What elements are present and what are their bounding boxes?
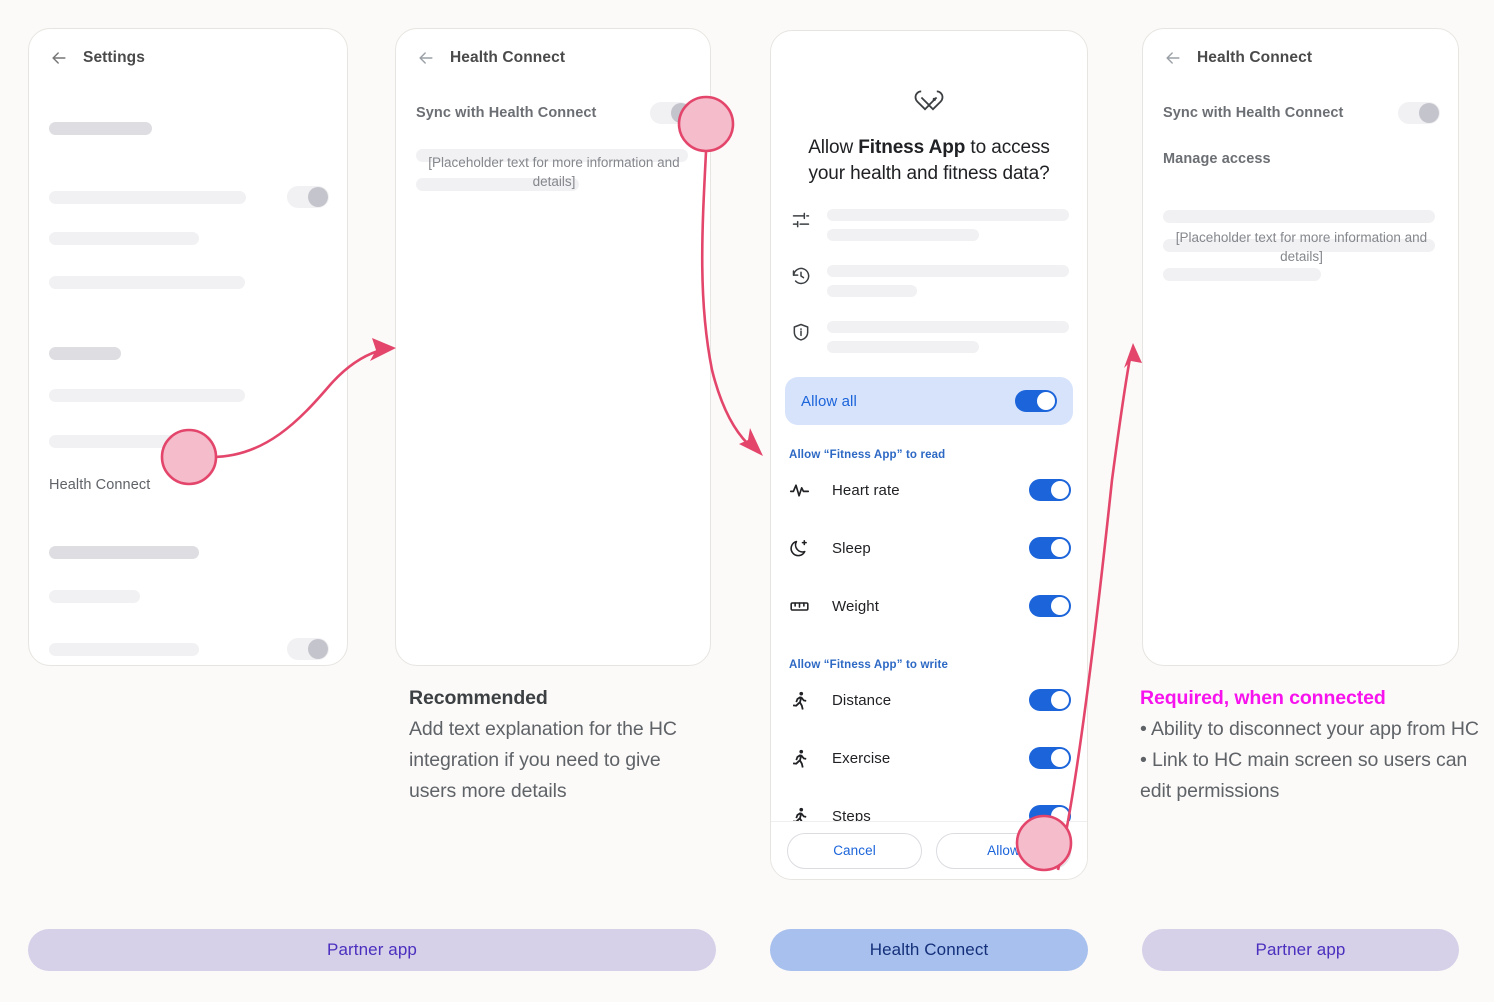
skeleton-bar [49, 546, 199, 559]
permission-toggle-exercise[interactable] [1029, 747, 1071, 769]
annotation-recommended-body: Add text explanation for the HC integrat… [409, 718, 677, 802]
skeleton-bar [416, 149, 688, 162]
skeleton-bar [49, 389, 245, 402]
read-section-heading: Allow “Fitness App” to read [789, 449, 946, 461]
skeleton-bar [416, 178, 579, 191]
tune-sliders-icon [792, 212, 810, 228]
permission-toggle-distance[interactable] [1029, 689, 1071, 711]
panel-hc-after: Health Connect Sync with Health Connect … [1142, 28, 1459, 666]
skeleton-bar [49, 347, 121, 360]
info-item [791, 209, 1069, 249]
hc-before-placeholder-note: [Placeholder text for more information a… [428, 155, 680, 189]
cancel-button[interactable]: Cancel [787, 832, 922, 869]
skeleton-bar [49, 276, 245, 289]
sync-toggle[interactable] [650, 102, 692, 124]
back-arrow-icon[interactable] [1163, 48, 1183, 68]
shield-info-icon [793, 323, 809, 341]
health-connect-heart-icon [914, 90, 944, 111]
skeleton-bar [49, 642, 199, 656]
heart-rate-icon [789, 483, 810, 497]
panel-hc-permission-dialog: Allow Fitness App to access your health … [770, 30, 1088, 880]
allow-all-toggle[interactable] [1015, 390, 1057, 412]
permission-row-distance[interactable]: Distance [789, 671, 1071, 729]
hc-after-placeholder-note: [Placeholder text for more information a… [1175, 230, 1428, 264]
annotation-required-heading: Required, when connected [1140, 687, 1386, 709]
sleep-moon-icon [790, 539, 807, 556]
history-clock-icon [792, 267, 810, 285]
hc-before-appbar: Health Connect [396, 29, 710, 66]
skeleton-bar [1163, 210, 1435, 223]
dialog-info-list [771, 209, 1087, 361]
skeleton-bar [827, 285, 917, 297]
hc-after-appbar: Health Connect [1143, 29, 1458, 66]
skeleton-bar [1163, 268, 1321, 281]
skeleton-bar [49, 232, 199, 245]
permission-label: Distance [832, 691, 892, 709]
settings-appbar: Settings [29, 29, 347, 66]
settings-item-health-connect-label: Health Connect [49, 477, 151, 493]
permission-toggle-heart-rate[interactable] [1029, 479, 1071, 501]
panel-settings: Settings Health Connect [28, 28, 348, 666]
skeleton-bar [49, 190, 246, 204]
permission-row-weight[interactable]: Weight [789, 577, 1071, 635]
skeleton-bar [49, 590, 140, 603]
sync-row-label: Sync with Health Connect [416, 105, 597, 121]
allow-all-label: Allow all [801, 392, 857, 410]
permission-row-sleep[interactable]: Sleep [789, 519, 1071, 577]
annotation-required: Required, when connected • Ability to di… [1140, 683, 1485, 807]
pill-partner-app-left: Partner app [28, 929, 716, 971]
skeleton-bar [1163, 239, 1435, 252]
permission-row-exercise[interactable]: Exercise [789, 729, 1071, 787]
settings-item-health-connect[interactable]: Health Connect [49, 477, 150, 493]
sync-row-label: Sync with Health Connect [1163, 105, 1344, 121]
pill-health-connect: Health Connect [770, 929, 1088, 971]
annotation-required-body: • Ability to disconnect your app from HC… [1140, 718, 1479, 802]
distance-runner-icon [792, 691, 807, 710]
skeleton-bar [49, 122, 152, 135]
skeleton-bar [827, 265, 1069, 277]
weight-scale-icon [790, 601, 809, 611]
skeleton-bar [827, 341, 980, 353]
manage-access-row[interactable]: Manage access [1163, 151, 1271, 167]
manage-access-label: Manage access [1163, 151, 1271, 167]
skeleton-bar [827, 321, 1069, 333]
sync-toggle[interactable] [1398, 102, 1440, 124]
settings-title: Settings [83, 49, 145, 66]
permission-toggle-weight[interactable] [1029, 595, 1071, 617]
permission-label: Sleep [832, 539, 871, 557]
permission-label: Weight [832, 597, 880, 615]
arrow-head-1 [370, 338, 396, 361]
panel-hc-before: Health Connect Sync with Health Connect … [395, 28, 711, 666]
info-item [791, 265, 1069, 305]
dialog-title-suffix: to access your health and fitness data? [808, 137, 1050, 184]
settings-toggle-1[interactable] [287, 186, 329, 208]
dialog-title: Allow Fitness App to access your health … [797, 135, 1061, 187]
back-arrow-icon[interactable] [416, 48, 436, 68]
exercise-runner-icon [792, 749, 807, 768]
permission-label: Exercise [832, 749, 891, 767]
hc-after-title: Health Connect [1197, 49, 1313, 66]
permission-toggle-sleep[interactable] [1029, 537, 1071, 559]
allow-button[interactable]: Allow [936, 832, 1071, 869]
permission-label: Heart rate [832, 481, 900, 499]
skeleton-bar [827, 229, 980, 241]
back-arrow-icon[interactable] [49, 48, 69, 68]
write-section-heading: Allow “Fitness App” to write [789, 659, 949, 671]
arrow-head-2 [739, 428, 763, 456]
allow-all-row[interactable]: Allow all [785, 377, 1073, 425]
settings-toggle-2[interactable] [287, 638, 329, 660]
dialog-title-app: Fitness App [858, 137, 966, 158]
dialog-action-bar: Cancel Allow [771, 821, 1087, 879]
permission-row-heart-rate[interactable]: Heart rate [789, 461, 1071, 519]
hc-before-title: Health Connect [450, 49, 566, 66]
annotation-recommended: Recommended Add text explanation for the… [409, 683, 709, 807]
info-item [791, 321, 1069, 361]
annotation-recommended-heading: Recommended [409, 687, 548, 709]
skeleton-bar [49, 435, 212, 448]
skeleton-bar [827, 209, 1069, 221]
arrow-head-3 [1124, 343, 1142, 368]
permission-label: Steps [832, 807, 871, 825]
dialog-title-prefix: Allow [808, 137, 859, 158]
pill-partner-app-right: Partner app [1142, 929, 1459, 971]
